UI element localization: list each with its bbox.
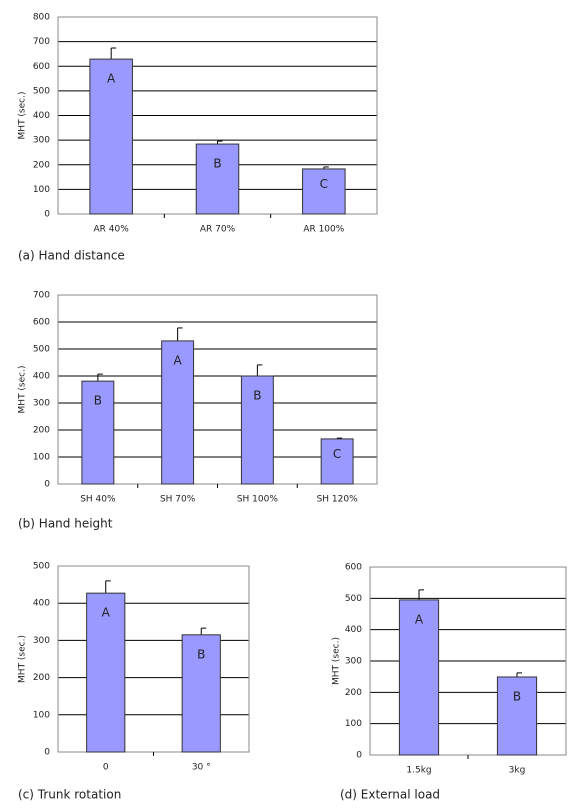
y-tick-label: 0 <box>44 748 50 758</box>
y-tick-label: 700 <box>33 37 50 47</box>
x-tick-label: AR 100% <box>303 225 344 235</box>
bar <box>398 599 440 756</box>
y-axis-label: MHT (sec.) <box>18 92 28 140</box>
y-tick-label: 500 <box>33 86 50 96</box>
x-tick-label: 1.5kg <box>406 766 431 776</box>
x-tick-label: AR 70% <box>200 225 236 235</box>
y-tick-label: 700 <box>33 291 50 301</box>
y-axis-label: MHT (sec.) <box>18 366 28 414</box>
group-letter: A <box>174 353 183 367</box>
group-letter: B <box>197 647 205 661</box>
bar <box>81 380 115 485</box>
y-tick-label: 0 <box>356 751 362 761</box>
caption: (b) Hand height <box>18 517 113 531</box>
y-tick-label: 400 <box>33 599 50 609</box>
caption: (c) Trunk rotation <box>18 788 121 802</box>
y-tick-label: 400 <box>33 111 50 121</box>
bar <box>496 676 538 756</box>
y-tick-label: 500 <box>33 562 50 572</box>
y-tick-label: 100 <box>345 719 362 729</box>
bar <box>240 375 274 485</box>
y-tick-label: 200 <box>33 160 50 170</box>
bar <box>86 592 126 753</box>
group-letter: A <box>107 72 116 86</box>
y-axis-label: MHT (sec.) <box>18 635 28 683</box>
bar <box>161 340 195 485</box>
y-tick-label: 600 <box>33 62 50 72</box>
y-tick-label: 600 <box>33 318 50 328</box>
bar <box>89 58 133 215</box>
y-tick-label: 0 <box>44 480 50 490</box>
group-letter: A <box>415 612 424 626</box>
y-tick-label: 300 <box>33 399 50 409</box>
y-tick-label: 300 <box>345 657 362 667</box>
group-letter: B <box>513 689 521 703</box>
x-tick-label: SH 120% <box>317 495 359 505</box>
group-letter: B <box>253 389 261 403</box>
y-tick-label: 0 <box>44 210 50 220</box>
group-letter: A <box>102 606 111 620</box>
x-tick-label: SH 100% <box>237 495 279 505</box>
y-tick-label: 600 <box>345 563 362 573</box>
bar <box>195 143 240 215</box>
y-axis-label: MHT (sec.) <box>332 637 342 685</box>
group-letter: B <box>213 157 221 171</box>
y-tick-label: 400 <box>33 372 50 382</box>
y-tick-label: 200 <box>33 673 50 683</box>
y-tick-label: 100 <box>33 453 50 463</box>
y-tick-label: 200 <box>345 688 362 698</box>
caption: (d) External load <box>340 788 440 802</box>
caption: (a) Hand distance <box>18 249 125 263</box>
bar <box>181 634 221 753</box>
x-tick-label: SH 70% <box>160 495 196 505</box>
x-tick-label: 30 ° <box>192 763 211 773</box>
group-letter: C <box>333 447 341 461</box>
y-tick-label: 500 <box>33 345 50 355</box>
y-tick-label: 100 <box>33 710 50 720</box>
group-letter: B <box>94 394 102 408</box>
group-letter: C <box>320 177 328 191</box>
bar <box>320 438 354 485</box>
y-tick-label: 800 <box>33 13 50 23</box>
x-tick-label: AR 40% <box>94 225 130 235</box>
y-tick-label: 500 <box>345 594 362 604</box>
y-tick-label: 100 <box>33 185 50 195</box>
y-tick-label: 300 <box>33 136 50 146</box>
x-tick-label: 3kg <box>509 766 526 776</box>
y-tick-label: 300 <box>33 636 50 646</box>
y-tick-label: 200 <box>33 426 50 436</box>
x-tick-label: 0 <box>103 763 109 773</box>
x-tick-label: SH 40% <box>80 495 116 505</box>
y-tick-label: 400 <box>345 625 362 635</box>
bar <box>302 168 346 215</box>
